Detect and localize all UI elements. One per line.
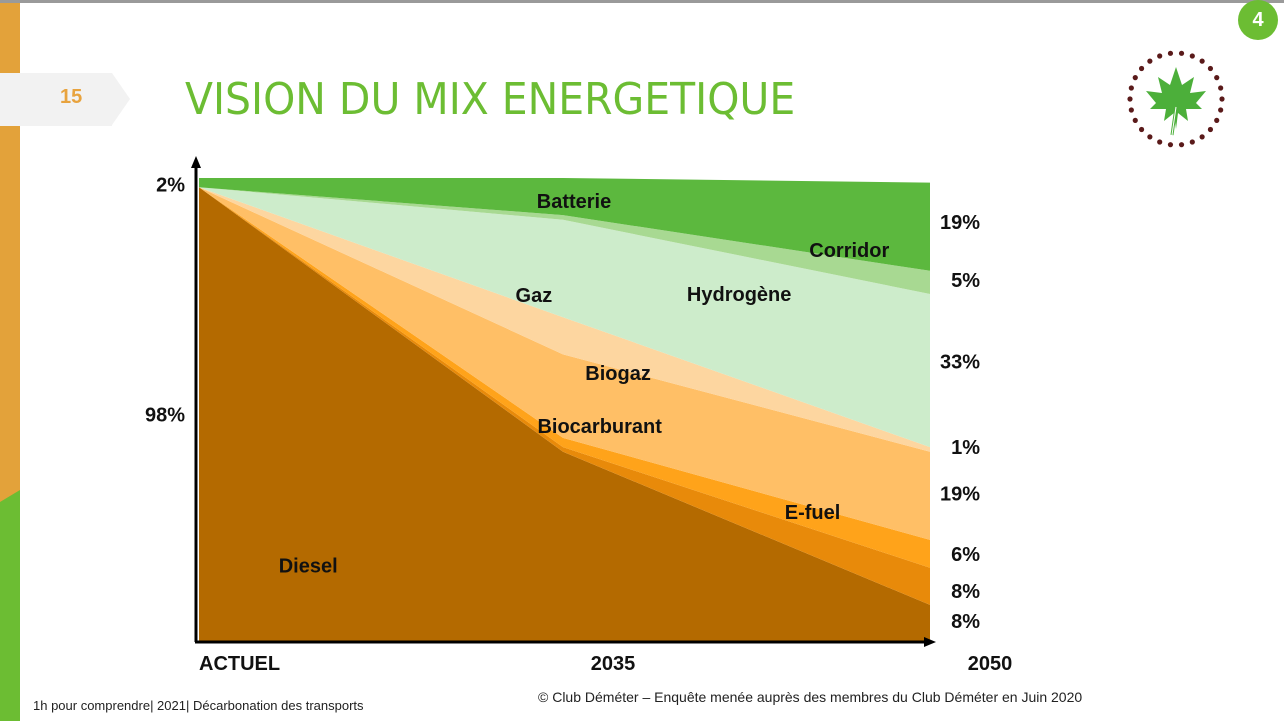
left-percentage-label: 98%: [145, 405, 185, 427]
area-label-diesel: Diesel: [279, 555, 338, 577]
logo-dot: [1189, 139, 1195, 145]
logo-dot: [1214, 75, 1220, 81]
chart-areas: [199, 178, 930, 642]
area-biogaz: [199, 187, 930, 540]
slide-badge: 4: [1238, 0, 1278, 40]
logo-dot: [1178, 142, 1185, 148]
logo-dot: [1199, 134, 1205, 140]
x-axis-arrow-icon: [924, 637, 936, 647]
left-percentage-label: 2%: [156, 174, 185, 196]
right-percentage-label: 6%: [951, 544, 980, 566]
right-percentage-label: 8%: [951, 581, 980, 603]
area-label-corridor: Corridor: [809, 240, 889, 262]
logo-dot: [1128, 107, 1134, 113]
maple-leaf-icon: [1146, 67, 1206, 129]
logo-dot: [1147, 58, 1153, 64]
area-diesel: [199, 187, 930, 642]
dotted-circle: [1127, 50, 1225, 148]
logo-dot: [1199, 58, 1205, 64]
footer-left: 1h pour comprendre| 2021| Décarbonation …: [33, 698, 364, 713]
area-labels: Batterie Corridor Hydrogène Gaz Biogaz Biocar…: [279, 191, 890, 577]
right-percentage-label: 1%: [951, 437, 980, 459]
logo-dot: [1207, 65, 1214, 72]
logo-dot: [1132, 75, 1138, 81]
area-label-batterie: Batterie: [537, 191, 611, 213]
right-percentage-label: 33%: [940, 351, 980, 373]
logo-dot: [1127, 96, 1133, 102]
logo-dot: [1132, 117, 1138, 123]
footer-right: © Club Déméter – Enquête menée auprès de…: [538, 689, 1083, 705]
logo-dot: [1147, 134, 1153, 140]
x-tick-label: 2050: [968, 653, 1013, 675]
logo-dot: [1178, 50, 1185, 56]
logo-dot: [1157, 53, 1163, 59]
logo-dot: [1219, 96, 1225, 102]
logo-dot: [1207, 126, 1214, 133]
chart-axes: [191, 156, 936, 647]
logo-dot: [1214, 117, 1220, 123]
right-percentage-labels: 19% 5% 33% 1% 19% 6% 8% 8%: [940, 212, 980, 633]
logo-dot: [1138, 65, 1145, 72]
area-label-biogaz: Biogaz: [585, 363, 651, 385]
area-biocarburant: [199, 187, 930, 605]
logo-dot: [1128, 85, 1134, 91]
left-percentage-labels: 2% 98%: [145, 174, 185, 426]
x-tick-label: 2035: [591, 653, 636, 675]
area-label-hydrog-ne: Hydrogène: [687, 284, 791, 306]
page-number-tab: [0, 73, 112, 126]
x-tick-label: ACTUEL: [199, 653, 280, 675]
x-tick-labels: ACTUEL 2035 2050: [199, 653, 1012, 675]
logo-dot: [1157, 139, 1163, 145]
logo-dot: [1189, 53, 1195, 59]
logo-dot: [1167, 50, 1174, 56]
area-e-fuel: [199, 187, 930, 568]
area-label-biocarburant: Biocarburant: [537, 416, 662, 438]
right-percentage-label: 5%: [951, 270, 980, 292]
area-label-e-fuel: E-fuel: [785, 502, 841, 524]
page-number-tab-arrow: [112, 73, 130, 125]
y-axis-arrow-icon: [191, 156, 201, 168]
slide-title: VISION DU MIX ENERGETIQUE: [185, 74, 796, 125]
left-accent-bar-green: [0, 490, 20, 721]
area-hydrog-ne: [199, 187, 930, 448]
area-label-gaz: Gaz: [516, 285, 553, 307]
logo-dot: [1167, 142, 1174, 148]
area-batterie: [199, 178, 930, 271]
right-percentage-label: 19%: [940, 212, 980, 234]
right-percentage-label: 19%: [940, 484, 980, 506]
left-accent-notch: [0, 490, 20, 502]
maple-leaf-logo-icon: [1127, 50, 1225, 148]
logo-dot: [1218, 85, 1224, 91]
top-border: [0, 0, 1284, 3]
page-number: 15: [60, 86, 83, 108]
logo-dot: [1138, 126, 1145, 133]
logo-dot: [1218, 107, 1224, 113]
right-percentage-label: 8%: [951, 611, 980, 633]
area-gaz: [199, 187, 930, 452]
